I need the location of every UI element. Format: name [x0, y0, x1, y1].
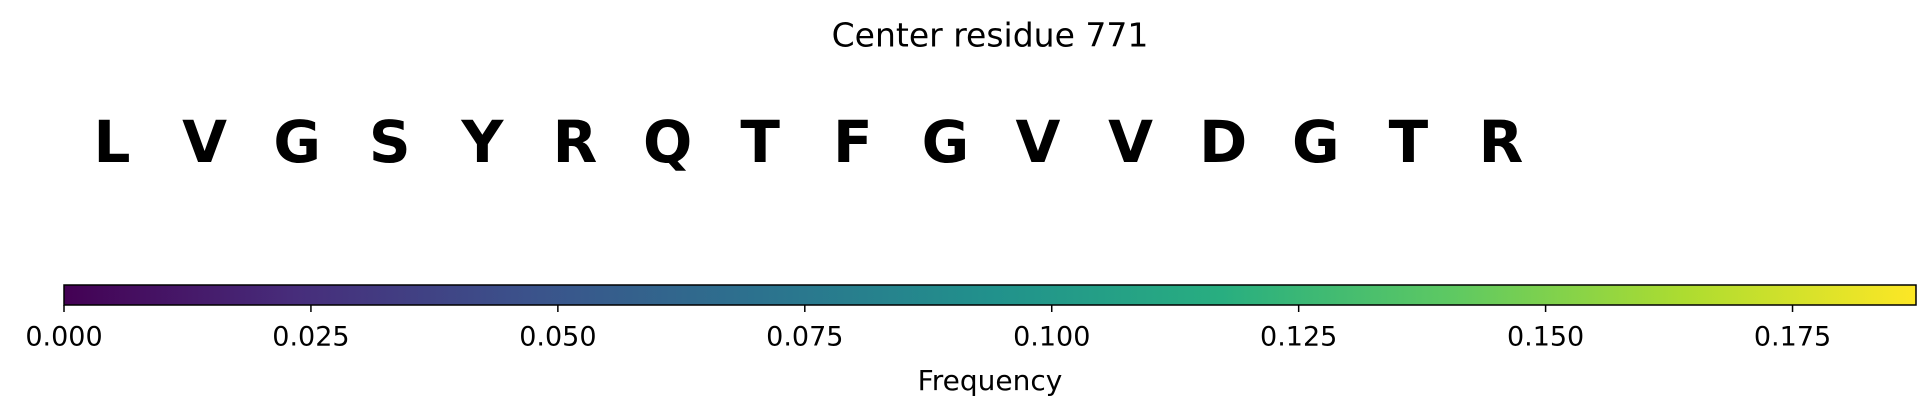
- residue: V: [1016, 108, 1061, 176]
- x-tick-label: 0.075: [766, 322, 843, 353]
- residue: Y: [460, 108, 504, 176]
- residue: G: [922, 108, 970, 176]
- residue: R: [553, 108, 598, 176]
- residue: G: [1292, 108, 1340, 176]
- chart-title: Center residue 771: [832, 16, 1149, 55]
- residue: T: [1389, 108, 1429, 176]
- residue: F: [833, 108, 873, 176]
- residue: R: [1479, 108, 1524, 176]
- x-tick-label: 0.025: [272, 322, 349, 353]
- residue: T: [740, 108, 780, 176]
- colorbar: [63, 284, 1917, 306]
- residue: D: [1199, 108, 1247, 176]
- residue: V: [1108, 108, 1153, 176]
- x-tick-label: 0.000: [25, 322, 102, 353]
- x-tick-label: 0.100: [1013, 322, 1090, 353]
- x-tick-label: 0.050: [519, 322, 596, 353]
- residue: Q: [643, 108, 692, 176]
- x-tick-label: 0.150: [1507, 322, 1584, 353]
- residue: S: [369, 108, 411, 176]
- residue: L: [94, 108, 131, 176]
- colorbar-label: Frequency: [918, 364, 1063, 397]
- residue: V: [182, 108, 227, 176]
- x-tick-label: 0.175: [1754, 322, 1831, 353]
- x-tick-label: 0.125: [1260, 322, 1337, 353]
- residue: G: [273, 108, 321, 176]
